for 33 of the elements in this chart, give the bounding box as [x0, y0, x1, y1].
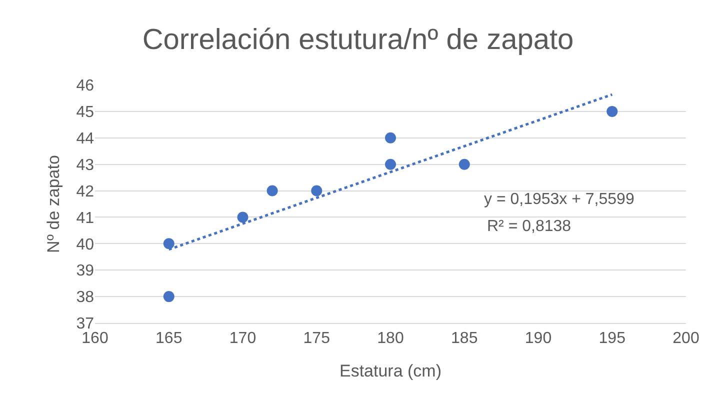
x-axis-title: Estatura (cm): [339, 362, 442, 381]
x-tick-label: 170: [229, 330, 256, 348]
y-tick-label: 38: [76, 289, 94, 306]
x-tick-label: 200: [672, 330, 700, 348]
y-tick-label: 43: [76, 156, 94, 174]
x-tick-label: 185: [451, 330, 478, 348]
y-tick-label: 42: [76, 183, 94, 200]
chart-title: Correlación estutura/nº de zapato: [142, 24, 574, 56]
y-axis-title: Nº de zapato: [44, 155, 63, 253]
point: [385, 158, 396, 170]
y-tick-label: 44: [76, 130, 94, 148]
point: [606, 106, 618, 117]
point: [458, 158, 470, 170]
point: [163, 238, 174, 250]
x-tick-label: 165: [156, 330, 182, 348]
y-tick-label: 40: [76, 236, 94, 254]
y-tick-label: 46: [76, 78, 94, 95]
point: [266, 185, 278, 196]
x-tick-label: 195: [598, 330, 626, 348]
x-tick-label: 190: [524, 330, 552, 348]
y-tick-label: 37: [76, 316, 94, 333]
annotation: y = 0,1953x + 7,5599: [484, 191, 634, 208]
x-tick-label: 160: [82, 330, 108, 348]
x-tick-label: 180: [377, 330, 404, 348]
point: [311, 185, 322, 196]
y-tick-label: 41: [76, 210, 94, 227]
point: [163, 291, 174, 302]
point: [385, 132, 396, 144]
point: [237, 212, 248, 223]
x-tick-label: 175: [303, 330, 330, 348]
y-tick-label: 39: [76, 262, 94, 280]
y-tick-label: 45: [76, 104, 94, 122]
annotation: R² = 0,8138: [487, 218, 572, 235]
